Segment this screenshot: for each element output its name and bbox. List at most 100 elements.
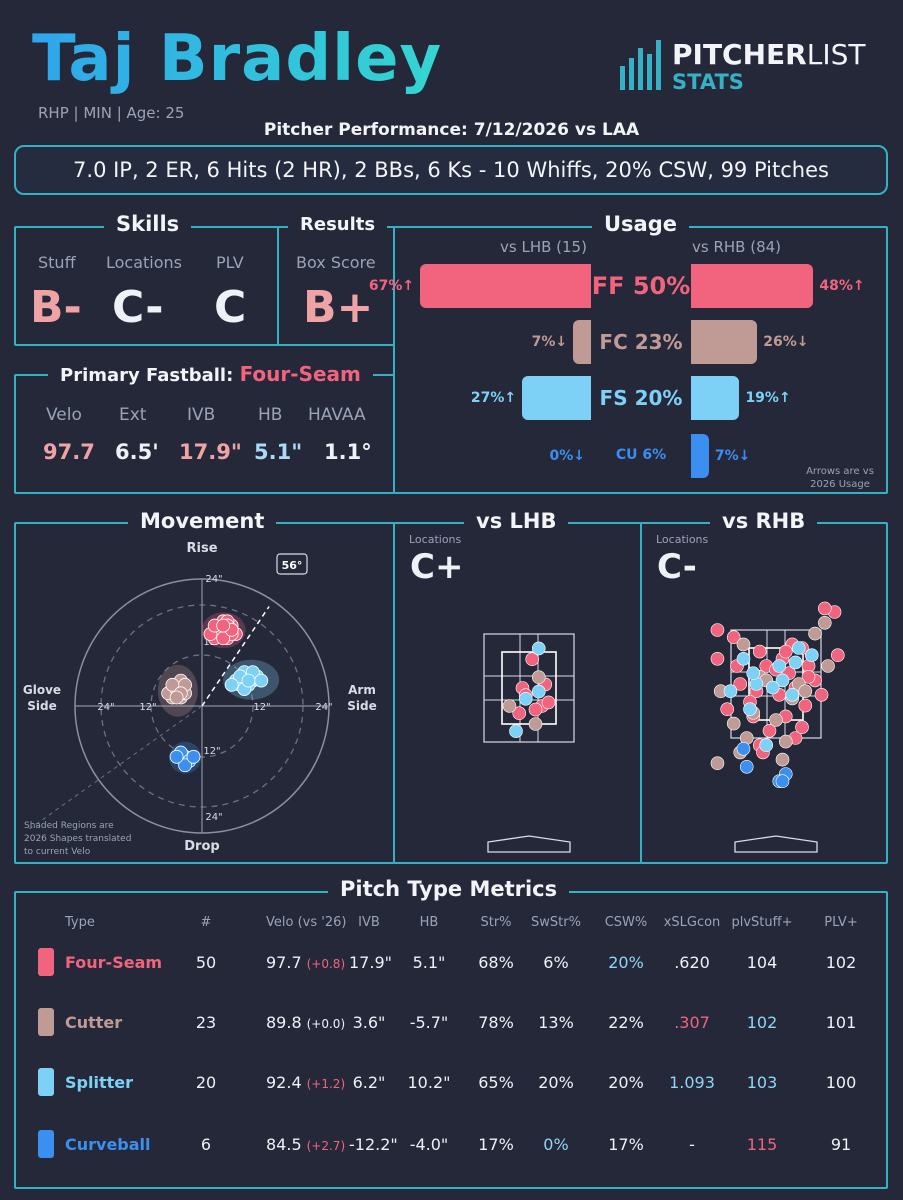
velo-cell: 84.5 (+2.7)	[266, 1135, 345, 1154]
location-point	[525, 652, 540, 666]
fb-hb-label: HB	[258, 405, 283, 425]
usage-note-line2: 2026 Usage	[810, 479, 870, 490]
usage-pitch-label: FF 50%	[591, 272, 691, 300]
location-point	[531, 670, 546, 684]
primary-fastball-panel	[14, 374, 395, 494]
hb-value: -4.0"	[409, 1135, 449, 1154]
plv-value: 101	[825, 1013, 857, 1032]
location-point	[772, 659, 787, 673]
metrics-table: Type # Velo (vs '26) IVB HB Str% SwStr% CSW% xSL…	[16, 905, 886, 1185]
velo-value: 92.4	[266, 1073, 302, 1092]
velo-delta: (+2.7)	[306, 1139, 346, 1153]
usage-rhb-pct: 48%↑	[819, 278, 865, 294]
ivb-value: 6.2"	[352, 1073, 386, 1092]
arm-side-label: Arm	[348, 683, 376, 697]
usage-bar-lhb	[522, 376, 591, 420]
box-score-label: Box Score	[296, 253, 376, 272]
arm-side-label-2: Side	[347, 699, 376, 713]
hb-value: -5.7"	[409, 1013, 449, 1032]
pitch-color-swatch	[38, 1130, 54, 1158]
hb-value: 10.2"	[407, 1073, 451, 1092]
location-point	[518, 692, 533, 706]
primary-fastball-pitch: Four-Seam	[239, 362, 361, 386]
location-point	[801, 670, 816, 684]
table-header: PLV+	[824, 915, 858, 930]
location-point	[762, 724, 777, 738]
table-header: Velo (vs '26)	[266, 915, 347, 930]
movement-note-2: 2026 Shapes translated	[24, 834, 131, 844]
usage-title: Usage	[592, 212, 689, 236]
pitch-type-name: Four-Seam	[65, 953, 163, 972]
brand-stats: STATS	[672, 70, 744, 94]
movement-point	[254, 673, 269, 688]
location-point	[502, 699, 517, 713]
ring-label-24-top: 24"	[205, 574, 222, 585]
location-point	[528, 717, 543, 731]
plv-grade: C	[214, 282, 247, 333]
plv-value: 102	[825, 953, 857, 972]
fb-velo-value: 97.7	[43, 440, 95, 464]
location-point	[785, 688, 800, 702]
performance-title: Pitcher Performance: 7/12/2026 vs LAA	[263, 120, 640, 140]
strike-pct-value: 65%	[478, 1073, 514, 1092]
velo-cell: 92.4 (+1.2)	[266, 1073, 345, 1092]
movement-note-3: to current Velo	[24, 847, 91, 857]
velo-delta: (+1.2)	[306, 1077, 346, 1091]
movement-title: Movement	[128, 509, 277, 533]
usage-bar-rhb	[691, 434, 709, 478]
usage-note: Arrows are vs 2026 Usage	[800, 465, 880, 491]
usage-bar-rhb	[691, 320, 758, 364]
location-point	[733, 677, 748, 691]
plvstuff-value: 104	[746, 953, 778, 972]
summary-line: 7.0 IP, 2 ER, 6 Hits (2 HR), 2 BBs, 6 Ks…	[73, 158, 829, 182]
location-point	[808, 626, 822, 641]
brand-list: LIST	[806, 38, 866, 71]
bars-icon	[620, 40, 661, 90]
location-point	[710, 652, 725, 666]
location-point	[726, 630, 741, 644]
location-point	[817, 616, 832, 630]
stuff-grade: B-	[30, 282, 82, 333]
strike-pct-value: 68%	[478, 953, 514, 972]
home-plate	[734, 835, 818, 853]
location-point	[736, 742, 751, 756]
plvstuff-value: 103	[746, 1073, 778, 1092]
fb-havaa-label: HAVAA	[308, 405, 366, 425]
movement-point	[216, 618, 231, 633]
locations-grade: C-	[112, 282, 164, 333]
usage-note-line1: Arrows are vs	[806, 466, 874, 477]
vs-rhb-location-chart	[710, 601, 845, 853]
arm-angle-line	[201, 606, 270, 707]
swstr-pct-value: 6%	[543, 953, 569, 972]
table-header: CSW%	[604, 915, 648, 930]
location-point	[528, 702, 543, 717]
usage-lhb-header: vs LHB (15)	[500, 238, 587, 256]
brand-pitcher: PITCHER	[672, 38, 807, 71]
plv-value: 91	[830, 1135, 852, 1154]
plv-label: PLV	[216, 253, 244, 272]
usage-bar-rhb	[691, 376, 740, 420]
location-point	[723, 684, 738, 698]
location-point	[743, 702, 757, 716]
location-point	[736, 637, 751, 652]
movement-point	[224, 677, 239, 692]
usage-rhb-pct: 26%↓	[763, 334, 809, 350]
usage-bar-lhb	[573, 320, 591, 364]
location-point	[531, 684, 546, 699]
fb-hb-value: 5.1"	[254, 440, 303, 464]
location-point	[759, 738, 774, 752]
usage-bar-rhb	[691, 264, 814, 308]
fb-havaa-value: 1.1°	[324, 440, 372, 464]
location-point	[814, 688, 829, 702]
home-plate	[487, 835, 571, 853]
location-point	[739, 760, 754, 774]
csw-pct-value: 20%	[608, 1073, 644, 1092]
ring-label-12-right: 12"	[253, 702, 270, 713]
pitch-color-swatch	[38, 1068, 54, 1096]
pitch-count: 23	[195, 1013, 217, 1032]
vs-rhb-locations-label: Locations	[656, 533, 709, 546]
pitch-count: 20	[195, 1073, 217, 1092]
usage-lhb-pct: 7%↓	[531, 334, 568, 350]
fb-ext-label: Ext	[119, 405, 147, 425]
table-header: Type	[65, 915, 95, 930]
